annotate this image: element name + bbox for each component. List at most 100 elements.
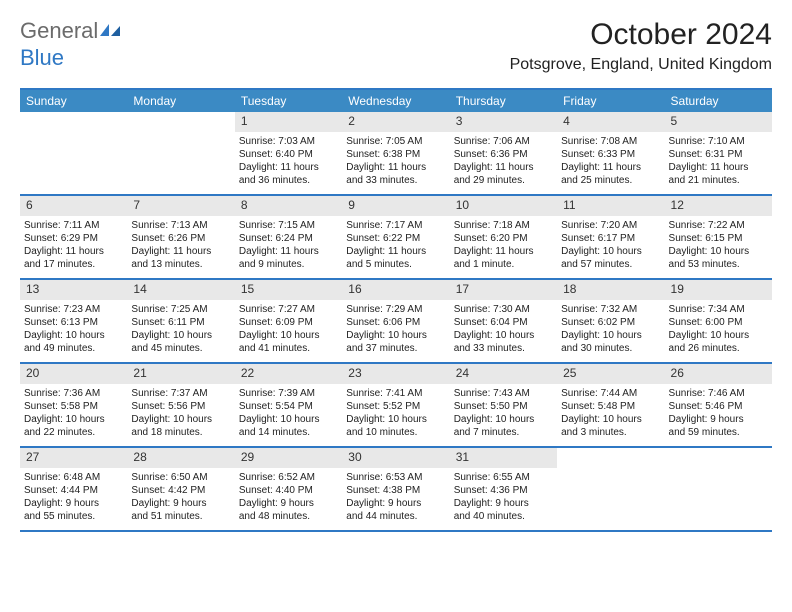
sunrise-text: Sunrise: 7:37 AM (131, 387, 230, 400)
day-number: 1 (235, 112, 342, 132)
daylight-text: Daylight: 10 hours (454, 413, 553, 426)
sunset-text: Sunset: 5:56 PM (131, 400, 230, 413)
day-number: 30 (342, 448, 449, 468)
daylight-text: and 14 minutes. (239, 426, 338, 439)
daylight-text: and 53 minutes. (669, 258, 768, 271)
calendar-cell: 8Sunrise: 7:15 AMSunset: 6:24 PMDaylight… (235, 196, 342, 278)
sunrise-text: Sunrise: 7:39 AM (239, 387, 338, 400)
calendar-cell: 3Sunrise: 7:06 AMSunset: 6:36 PMDaylight… (450, 112, 557, 194)
day-number: 9 (342, 196, 449, 216)
sunset-text: Sunset: 5:48 PM (561, 400, 660, 413)
sunset-text: Sunset: 5:52 PM (346, 400, 445, 413)
calendar-cell (557, 448, 664, 530)
dayhead-sat: Saturday (665, 90, 772, 112)
sunrise-text: Sunrise: 7:13 AM (131, 219, 230, 232)
sunrise-text: Sunrise: 7:25 AM (131, 303, 230, 316)
calendar-week: 1Sunrise: 7:03 AMSunset: 6:40 PMDaylight… (20, 112, 772, 196)
calendar-cell: 2 Sunrise: 7:05 AMSunset: 6:38 PMDaylight… (342, 112, 449, 194)
sunset-text: Sunset: 6:26 PM (131, 232, 230, 245)
sunset-text: Sunset: 6:13 PM (24, 316, 123, 329)
day-number: 31 (450, 448, 557, 468)
daylight-text: Daylight: 11 hours (131, 245, 230, 258)
daylight-text: and 40 minutes. (454, 510, 553, 523)
header: GeneralBlue October 2024 Potsgrove, Engl… (20, 18, 772, 74)
daylight-text: Daylight: 11 hours (561, 161, 660, 174)
daylight-text: and 7 minutes. (454, 426, 553, 439)
sunset-text: Sunset: 6:17 PM (561, 232, 660, 245)
calendar-cell: 14 Sunrise: 7:25 AMSunset: 6:11 PMDayligh… (127, 280, 234, 362)
sunrise-text: Sunrise: 7:34 AM (669, 303, 768, 316)
daylight-text: Daylight: 11 hours (454, 161, 553, 174)
daylight-text: and 44 minutes. (346, 510, 445, 523)
daylight-text: Daylight: 9 hours (669, 413, 768, 426)
dayhead-wed: Wednesday (342, 90, 449, 112)
daylight-text: Daylight: 10 hours (131, 329, 230, 342)
sunrise-text: Sunrise: 7:22 AM (669, 219, 768, 232)
daylight-text: and 30 minutes. (561, 342, 660, 355)
day-number: 14 (127, 280, 234, 300)
calendar-cell: 22Sunrise: 7:39 AMSunset: 5:54 PMDayligh… (235, 364, 342, 446)
daylight-text: and 57 minutes. (561, 258, 660, 271)
calendar-cell: 30Sunrise: 6:53 AMSunset: 4:38 PMDayligh… (342, 448, 449, 530)
day-number: 13 (20, 280, 127, 300)
sunrise-text: Sunrise: 7:29 AM (346, 303, 445, 316)
day-number: 16 (342, 280, 449, 300)
calendar-cell: 10Sunrise: 7:18 AMSunset: 6:20 PMDayligh… (450, 196, 557, 278)
daylight-text: Daylight: 9 hours (454, 497, 553, 510)
daylight-text: Daylight: 11 hours (454, 245, 553, 258)
sunset-text: Sunset: 6:20 PM (454, 232, 553, 245)
sunset-text: Sunset: 6:33 PM (561, 148, 660, 161)
day-number: 29 (235, 448, 342, 468)
daylight-text: Daylight: 11 hours (239, 161, 338, 174)
daylight-text: and 17 minutes. (24, 258, 123, 271)
page-title: October 2024 (510, 18, 772, 52)
day-number: 8 (235, 196, 342, 216)
daylight-text: Daylight: 11 hours (346, 161, 445, 174)
sunset-text: Sunset: 4:40 PM (239, 484, 338, 497)
daylight-text: Daylight: 10 hours (346, 413, 445, 426)
daylight-text: Daylight: 11 hours (24, 245, 123, 258)
calendar-cell: 4Sunrise: 7:08 AMSunset: 6:33 PMDaylight… (557, 112, 664, 194)
daylight-text: and 33 minutes. (346, 174, 445, 187)
daylight-text: Daylight: 9 hours (131, 497, 230, 510)
sunrise-text: Sunrise: 7:05 AM (346, 135, 445, 148)
sunrise-text: Sunrise: 7:32 AM (561, 303, 660, 316)
daylight-text: and 29 minutes. (454, 174, 553, 187)
day-number: 25 (557, 364, 664, 384)
sunrise-text: Sunrise: 7:08 AM (561, 135, 660, 148)
daylight-text: Daylight: 9 hours (24, 497, 123, 510)
sunrise-text: Sunrise: 7:06 AM (454, 135, 553, 148)
daylight-text: Daylight: 11 hours (346, 245, 445, 258)
daylight-text: Daylight: 10 hours (239, 413, 338, 426)
daylight-text: Daylight: 10 hours (24, 413, 123, 426)
daylight-text: Daylight: 10 hours (24, 329, 123, 342)
calendar-week: 6Sunrise: 7:11 AMSunset: 6:29 PMDaylight… (20, 196, 772, 280)
location-subtitle: Potsgrove, England, United Kingdom (510, 56, 772, 74)
day-number: 28 (127, 448, 234, 468)
daylight-text: and 22 minutes. (24, 426, 123, 439)
sunrise-text: Sunrise: 7:10 AM (669, 135, 768, 148)
calendar-cell: 11Sunrise: 7:20 AMSunset: 6:17 PMDayligh… (557, 196, 664, 278)
sunset-text: Sunset: 6:11 PM (131, 316, 230, 329)
calendar-cell (665, 448, 772, 530)
daylight-text: Daylight: 10 hours (561, 413, 660, 426)
day-number: 23 (342, 364, 449, 384)
day-number: 3 (450, 112, 557, 132)
day-number: 2 (342, 112, 449, 132)
sunrise-text: Sunrise: 6:53 AM (346, 471, 445, 484)
day-number: 21 (127, 364, 234, 384)
daylight-text: Daylight: 10 hours (131, 413, 230, 426)
day-number: 26 (665, 364, 772, 384)
sunrise-text: Sunrise: 7:46 AM (669, 387, 768, 400)
sunrise-text: Sunrise: 7:44 AM (561, 387, 660, 400)
daylight-text: and 3 minutes. (561, 426, 660, 439)
sunrise-text: Sunrise: 7:43 AM (454, 387, 553, 400)
daylight-text: and 21 minutes. (669, 174, 768, 187)
sunset-text: Sunset: 4:44 PM (24, 484, 123, 497)
sunset-text: Sunset: 6:38 PM (346, 148, 445, 161)
sunset-text: Sunset: 6:40 PM (239, 148, 338, 161)
calendar-cell: 27Sunrise: 6:48 AMSunset: 4:44 PMDayligh… (20, 448, 127, 530)
daylight-text: Daylight: 10 hours (239, 329, 338, 342)
daylight-text: and 51 minutes. (131, 510, 230, 523)
daylight-text: and 5 minutes. (346, 258, 445, 271)
